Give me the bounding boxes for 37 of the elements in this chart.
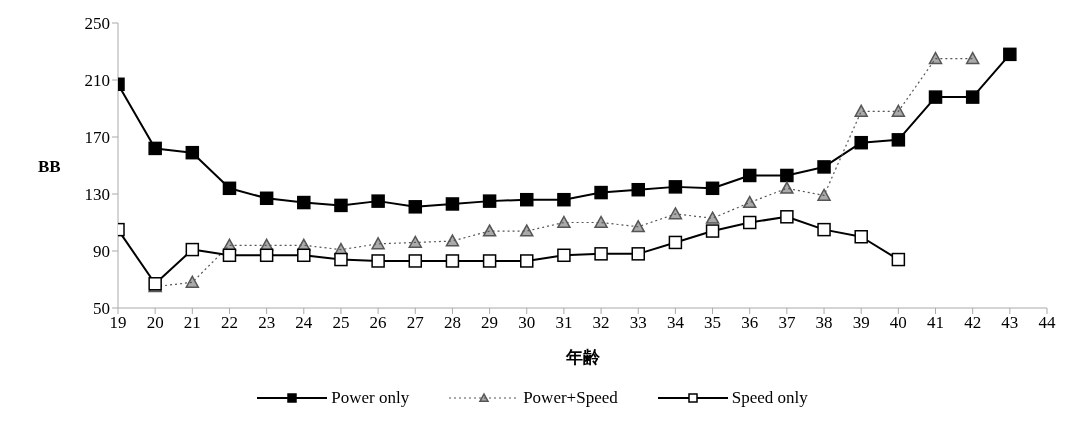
x-tick-label: 40	[889, 313, 907, 333]
x-tick-label: 28	[443, 313, 461, 333]
y-tick-label: 50	[93, 299, 110, 319]
x-tick-label: 20	[146, 313, 164, 333]
legend-label: Speed only	[731, 388, 808, 408]
y-tick-label: 210	[84, 71, 110, 91]
legend-label: Power only	[331, 388, 410, 408]
x-tick-label: 19	[109, 313, 127, 333]
x-axis-title: 年齢	[564, 348, 601, 367]
x-tick-label: 42	[964, 313, 982, 333]
x-tick-label: 27	[406, 313, 425, 333]
x-tick-label: 34	[666, 313, 685, 333]
x-tick-label: 35	[704, 313, 722, 333]
x-tick-label: 30	[518, 313, 536, 333]
x-tick-label: 39	[852, 313, 870, 333]
x-tick-label: 23	[258, 313, 276, 333]
x-tick-label: 31	[555, 313, 573, 333]
x-tick-label: 44	[1038, 313, 1056, 333]
y-tick-label: 250	[84, 14, 110, 34]
x-tick-label: 22	[220, 313, 238, 333]
x-tick-label: 36	[741, 313, 759, 333]
x-tick-label: 38	[815, 313, 833, 333]
x-tick-label: 41	[927, 313, 945, 333]
x-tick-label: 33	[629, 313, 647, 333]
y-axis-title: BB	[38, 156, 61, 176]
x-tick-label: 26	[369, 313, 387, 333]
x-tick-label: 21	[183, 313, 201, 333]
y-tick-label: 90	[93, 242, 110, 262]
x-tick-label: 37	[778, 313, 796, 333]
y-tick-label: 170	[84, 128, 110, 148]
x-tick-label: 25	[332, 313, 350, 333]
x-tick-label: 29	[481, 313, 499, 333]
y-tick-label: 130	[84, 185, 110, 205]
x-tick-label: 24	[295, 313, 313, 333]
x-tick-label: 32	[592, 313, 610, 333]
legend-label: Power+Speed	[523, 388, 618, 408]
x-tick-label: 43	[1001, 313, 1019, 333]
